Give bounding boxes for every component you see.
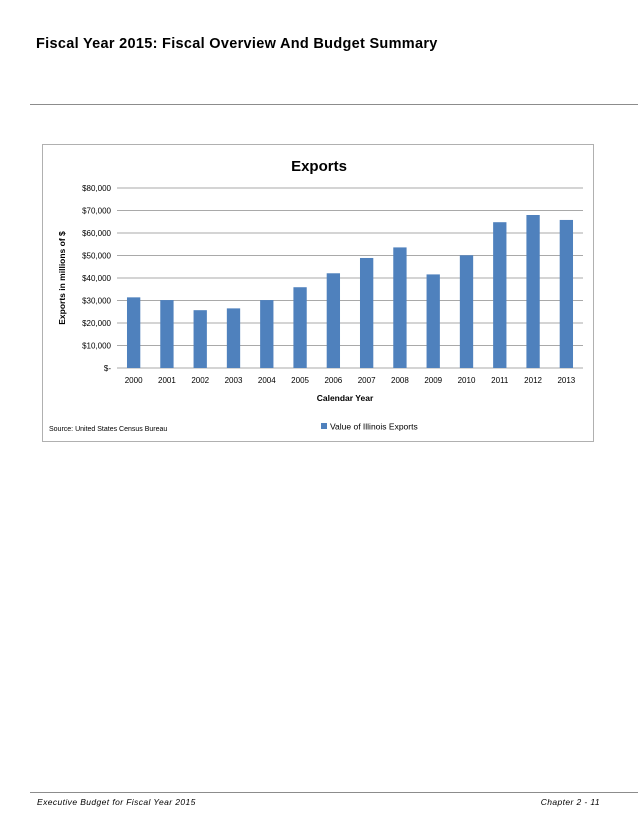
x-tick-label: 2003: [225, 376, 243, 385]
footer-divider: [30, 792, 638, 793]
chart-container: Exports Exports in millions of $ Calenda…: [42, 144, 594, 442]
y-tick-label: $70,000: [82, 207, 111, 216]
y-tick-label: $50,000: [82, 252, 111, 261]
bar-2009: [426, 274, 440, 368]
bar-2007: [359, 257, 374, 368]
legend: Value of Illinois Exports: [321, 422, 418, 432]
x-tick-label: 2002: [191, 376, 209, 385]
gridlines: [117, 187, 583, 369]
bar-2008: [393, 247, 407, 368]
x-tick-label: 2011: [491, 376, 509, 385]
x-tick-label: 2009: [424, 376, 442, 385]
bar-2003: [226, 308, 241, 368]
y-tick-labels: $- $10,000 $20,000 $30,000 $40,000 $50,000 $60…: [82, 184, 111, 373]
bars: [126, 215, 574, 368]
x-tick-label: 2005: [291, 376, 309, 385]
y-tick-label: $10,000: [82, 342, 111, 351]
bar-2005: [293, 287, 307, 368]
footer-document-name: Executive Budget for Fiscal Year 2015: [37, 797, 196, 807]
chart-title: Exports: [291, 158, 347, 175]
legend-swatch: [321, 423, 327, 429]
x-tick-label: 2008: [391, 376, 409, 385]
x-tick-label: 2007: [358, 376, 376, 385]
bar-2013: [559, 219, 574, 368]
y-tick-label: $-: [104, 364, 111, 373]
header-divider: [30, 104, 638, 105]
x-tick-label: 2000: [125, 376, 143, 385]
footer-page-number: Chapter 2 - 11: [540, 797, 600, 807]
x-tick-label: 2013: [557, 376, 575, 385]
exports-chart: Exports Exports in millions of $ Calenda…: [49, 158, 583, 433]
x-tick-label: 2010: [458, 376, 476, 385]
x-tick-label: 2004: [258, 376, 276, 385]
bar-2011: [493, 222, 507, 368]
y-tick-label: $40,000: [82, 274, 111, 283]
page-title: Fiscal Year 2015: Fiscal Overview And Bu…: [36, 36, 438, 52]
bar-2000: [126, 297, 141, 368]
bar-2002: [193, 310, 207, 368]
x-tick-labels: 2000 2001 2002 2003 2004 2005 2006 2007 2008 2009…: [125, 376, 576, 385]
bar-2010: [459, 255, 474, 368]
bar-2001: [160, 300, 174, 368]
y-tick-label: $30,000: [82, 297, 111, 306]
legend-label: Value of Illinois Exports: [330, 422, 418, 432]
bar-2012: [526, 215, 540, 368]
y-tick-label: $20,000: [82, 319, 111, 328]
bar-2004: [260, 300, 274, 368]
y-axis-label: Exports in millions of $: [57, 231, 67, 325]
source-note: Source: United States Census Bureau: [49, 426, 167, 433]
x-tick-label: 2012: [524, 376, 542, 385]
x-tick-label: 2006: [324, 376, 342, 385]
y-tick-label: $80,000: [82, 184, 111, 193]
bar-2006: [326, 273, 341, 368]
x-tick-label: 2001: [158, 376, 176, 385]
y-tick-label: $60,000: [82, 229, 111, 238]
x-axis-label: Calendar Year: [317, 393, 374, 403]
